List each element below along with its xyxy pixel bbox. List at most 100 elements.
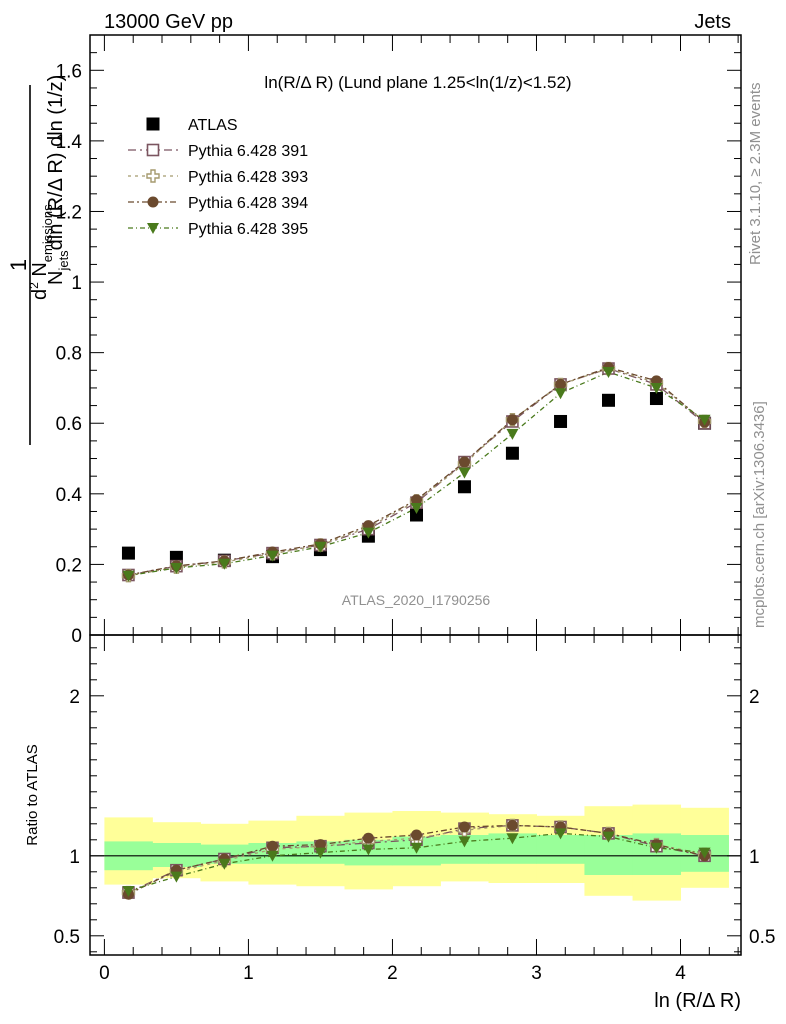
y-label-numerator: d2 Nemissions xyxy=(27,204,55,300)
y-tick-label: 1 xyxy=(69,847,80,868)
ratio-data-point xyxy=(554,828,567,840)
y-tick-label: 1 xyxy=(71,273,82,294)
data-point xyxy=(554,414,568,428)
legend-marker xyxy=(146,169,160,183)
data-point xyxy=(122,570,135,582)
legend-label: Pythia 6.428 394 xyxy=(188,195,308,212)
ratio-data-point xyxy=(506,833,519,845)
ratio-data-point xyxy=(314,839,326,851)
x-tick-label: 4 xyxy=(675,963,686,984)
ratio-data-point xyxy=(218,858,231,870)
y-tick-label: 0.5 xyxy=(54,927,80,948)
data-point xyxy=(314,541,327,553)
ratio-data-point xyxy=(411,829,423,841)
y-tick-label: 0.4 xyxy=(56,485,83,506)
plot-title: ln(R/Δ R) (Lund plane 1.25<ln(1/z)<1.52) xyxy=(264,73,571,92)
ratio-data-point xyxy=(362,832,374,844)
y-tick-label: 2 xyxy=(69,687,80,708)
data-point xyxy=(170,562,183,574)
data-point xyxy=(121,546,135,560)
ratio-y-axis-label: Ratio to ATLAS xyxy=(24,744,41,845)
data-point xyxy=(458,467,471,479)
ratio-data-point xyxy=(122,886,135,897)
legend-marker xyxy=(146,143,160,157)
y-tick-label: 0.6 xyxy=(56,414,82,435)
y-tick-label: 1.2 xyxy=(56,202,82,223)
legend-label: Pythia 6.428 391 xyxy=(188,143,308,160)
main-x-ticks xyxy=(103,35,739,635)
y-tick-label-right: 0.5 xyxy=(749,927,775,948)
legend-entry: ATLAS xyxy=(146,117,238,134)
ratio-data-point xyxy=(698,847,711,859)
x-tick-label: 0 xyxy=(99,963,110,984)
y-tick-label: 0 xyxy=(71,626,82,647)
rivet-label: Rivet 3.1.10, ≥ 2.3M events xyxy=(747,83,764,266)
header-left: 13000 GeV pp xyxy=(104,11,233,33)
ratio-series-markers xyxy=(121,818,712,900)
legend-marker xyxy=(147,196,159,208)
legend-label: Pythia 6.428 393 xyxy=(188,169,308,186)
data-point xyxy=(602,367,615,379)
ratio-data-point xyxy=(650,842,663,854)
legend-label: ATLAS xyxy=(188,117,238,134)
x-tick-label: 2 xyxy=(387,963,398,984)
data-point xyxy=(555,378,567,390)
y-tick-label: 1.4 xyxy=(56,132,83,153)
series-line xyxy=(128,367,705,577)
y-tick-label: 0.2 xyxy=(56,555,82,576)
ratio-y-ticks: 0.5 0.5 1 1 2 2 xyxy=(54,647,775,953)
series-line xyxy=(128,367,705,576)
legend-marker xyxy=(146,117,160,131)
data-point xyxy=(266,550,279,562)
y-tick-label-right: 1 xyxy=(749,847,760,868)
legend-marker xyxy=(147,223,159,234)
ratio-data-point xyxy=(170,871,183,883)
mcplots-label: mcplots.cern.ch [arXiv:1306.3436] xyxy=(751,401,768,628)
ratio-data-point xyxy=(506,819,518,831)
legend-entry: Pythia 6.428 391 xyxy=(128,143,308,160)
data-point xyxy=(698,414,711,426)
y-tick-label-right: 2 xyxy=(749,687,760,708)
data-point xyxy=(410,502,423,514)
data-point xyxy=(362,527,375,539)
ratio-panel: 0.5 0.5 1 1 2 2 0 1 2 3 4 xyxy=(54,634,775,984)
legend-entry: Pythia 6.428 395 xyxy=(128,221,308,238)
legend-label: Pythia 6.428 395 xyxy=(188,221,308,238)
ratio-data-point xyxy=(266,850,279,862)
data-point xyxy=(601,393,615,407)
y-label-denominator: Njetsdln (R/Δ R) dln (1/z) xyxy=(45,75,71,285)
main-y-ticks: 0 0.2 0.4 0.6 0.8 1 1.2 1.4 1.6 xyxy=(56,34,741,647)
data-point xyxy=(649,392,663,406)
x-tick-label: 3 xyxy=(531,963,542,984)
data-point xyxy=(506,414,518,426)
main-panel: 0 0.2 0.4 0.6 0.8 1 1.2 1.4 1.6 ln(R/Δ R) (Lund … xyxy=(56,34,742,647)
main-series-markers xyxy=(121,361,712,583)
y-tick-label: 1.6 xyxy=(56,61,82,82)
x-tick-label: 1 xyxy=(243,963,254,984)
data-point xyxy=(506,428,519,440)
main-series-lines xyxy=(128,366,705,577)
analysis-label: ATLAS_2020_I1790256 xyxy=(342,592,491,608)
data-point xyxy=(505,446,519,460)
band-stat xyxy=(536,835,585,864)
data-point xyxy=(650,382,663,394)
main-y-axis-label-denominator: Njetsdln (R/Δ R) dln (1/z) xyxy=(45,75,71,285)
ratio-data-point xyxy=(602,831,615,843)
header-right: Jets xyxy=(694,11,731,33)
y-label-one: 1 xyxy=(6,259,31,271)
ratio-x-ticks: 0 1 2 3 4 xyxy=(99,635,739,984)
data-point xyxy=(457,480,471,494)
data-point xyxy=(411,494,423,506)
ratio-data-point xyxy=(314,847,327,859)
main-y-axis-label: 1 d2 Nemissions xyxy=(6,85,55,445)
legend-entry: Pythia 6.428 393 xyxy=(128,169,308,186)
ratio-data-point xyxy=(410,842,423,854)
series-line xyxy=(128,371,705,577)
legend: ATLAS Pythia 6.428 391 Pythia 6.428 393 Pyt… xyxy=(128,117,308,238)
data-point xyxy=(410,508,424,522)
ratio-data-point xyxy=(266,840,278,852)
data-point xyxy=(218,558,231,570)
y-tick-label: 0.8 xyxy=(56,344,82,365)
ratio-data-point xyxy=(458,821,470,833)
x-axis-label: ln (R/Δ R) xyxy=(654,990,741,1012)
